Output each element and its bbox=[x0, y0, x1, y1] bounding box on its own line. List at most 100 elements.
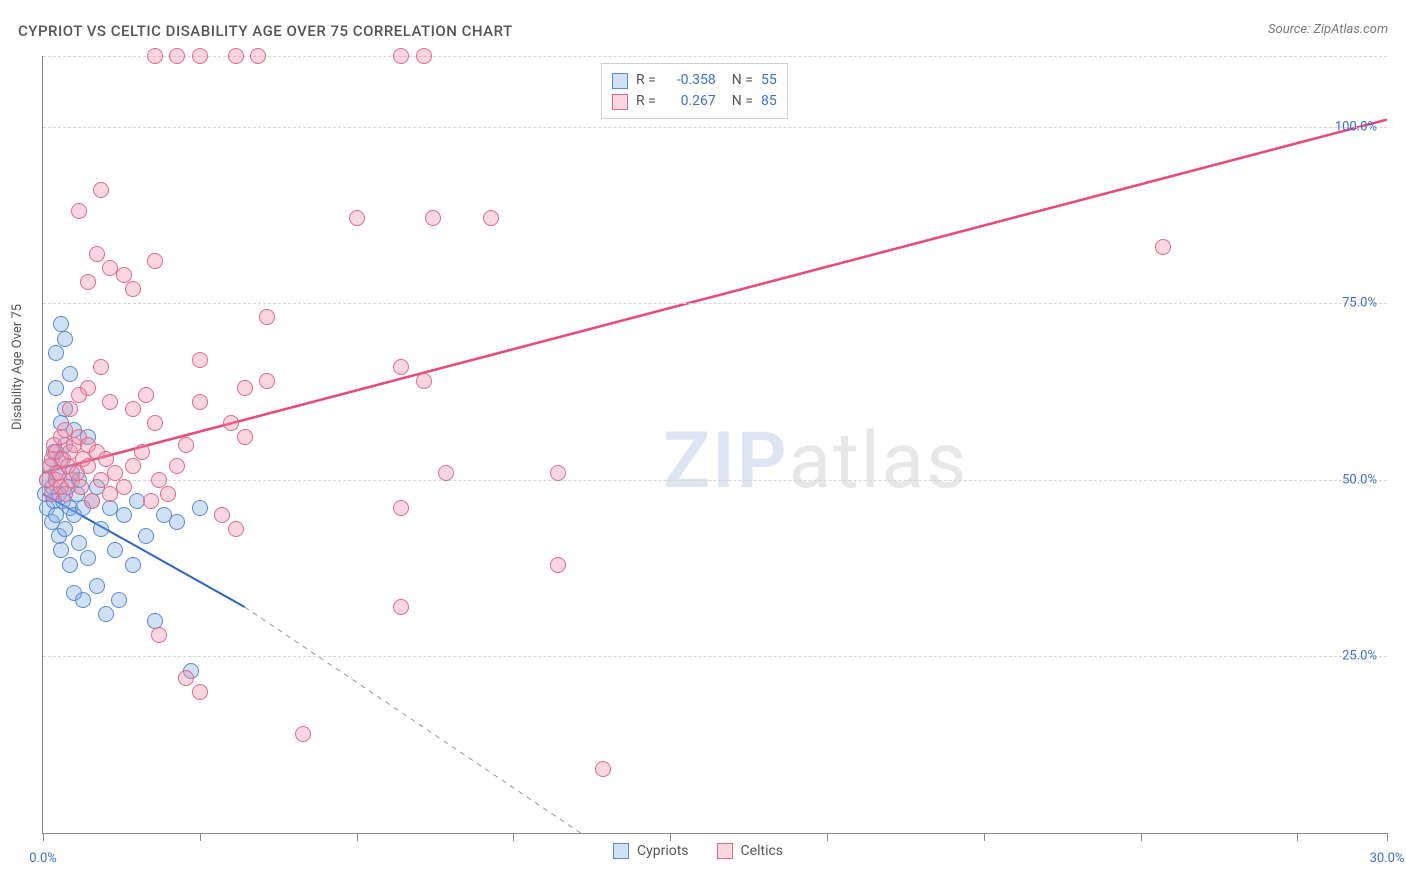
y-tick-label: 100.0% bbox=[1335, 119, 1377, 134]
celtics-point bbox=[349, 210, 365, 226]
celtics-point bbox=[237, 380, 253, 396]
celtics-point bbox=[147, 253, 163, 269]
legend-swatch bbox=[717, 843, 733, 859]
celtics-point bbox=[169, 48, 185, 64]
celtics-point bbox=[228, 48, 244, 64]
celtics-point bbox=[237, 429, 253, 445]
x-tick bbox=[984, 833, 985, 841]
source-prefix: Source: bbox=[1268, 22, 1313, 37]
x-tick bbox=[827, 833, 828, 841]
celtics-point bbox=[125, 281, 141, 297]
cypriots-point bbox=[192, 500, 208, 516]
x-tick bbox=[670, 833, 671, 841]
x-tick bbox=[43, 833, 44, 841]
celtics-point bbox=[393, 599, 409, 615]
celtics-point bbox=[550, 465, 566, 481]
celtics-point bbox=[134, 444, 150, 460]
n-label: N = bbox=[732, 70, 753, 91]
celtics-point bbox=[147, 48, 163, 64]
celtics-point bbox=[93, 182, 109, 198]
gridline bbox=[43, 127, 1387, 128]
cypriots-point bbox=[107, 542, 123, 558]
gridline bbox=[43, 480, 1387, 481]
celtics-point bbox=[250, 48, 266, 64]
n-value: 55 bbox=[761, 70, 777, 91]
y-axis-label: Disability Age Over 75 bbox=[10, 304, 25, 430]
cypriots-point bbox=[111, 592, 127, 608]
cypriots-point bbox=[57, 521, 73, 537]
x-tick-label: 30.0% bbox=[1370, 851, 1405, 866]
legend-label: Celtics bbox=[741, 843, 783, 859]
cypriots-point bbox=[98, 606, 114, 622]
legend-swatch bbox=[613, 843, 629, 859]
cypriots-point bbox=[80, 550, 96, 566]
legend-swatch bbox=[612, 94, 628, 110]
cypriots-point bbox=[125, 557, 141, 573]
r-label: R = bbox=[636, 91, 656, 112]
watermark-zip: ZIP bbox=[663, 416, 789, 507]
x-tick-label: 0.0% bbox=[29, 851, 57, 866]
chart-title: CYPRIOT VS CELTIC DISABILITY AGE OVER 75… bbox=[18, 22, 513, 40]
celtics-point bbox=[80, 458, 96, 474]
celtics-point bbox=[160, 486, 176, 502]
x-tick bbox=[1387, 833, 1388, 841]
celtics-point bbox=[1155, 239, 1171, 255]
cypriots-point bbox=[75, 592, 91, 608]
watermark: ZIPatlas bbox=[663, 416, 968, 507]
celtics-point bbox=[93, 359, 109, 375]
x-tick bbox=[1141, 833, 1142, 841]
cypriots-trend-line-extrapolated bbox=[245, 607, 581, 833]
cypriots-point bbox=[48, 380, 64, 396]
celtics-point bbox=[416, 373, 432, 389]
cypriots-point bbox=[62, 366, 78, 382]
r-value: -0.358 bbox=[664, 70, 716, 91]
celtics-point bbox=[143, 493, 159, 509]
x-tick bbox=[200, 833, 201, 841]
celtics-point bbox=[125, 458, 141, 474]
scatter-plot: ZIPatlas 25.0%50.0%75.0%100.0%0.0%30.0%R… bbox=[42, 56, 1387, 834]
cypriots-point bbox=[138, 528, 154, 544]
gridline bbox=[43, 303, 1387, 304]
celtics-point bbox=[425, 210, 441, 226]
celtics-point bbox=[178, 670, 194, 686]
celtics-point bbox=[192, 48, 208, 64]
celtics-point bbox=[438, 465, 454, 481]
y-tick-label: 25.0% bbox=[1342, 649, 1377, 664]
celtics-point bbox=[80, 274, 96, 290]
celtics-point bbox=[89, 246, 105, 262]
celtics-point bbox=[259, 309, 275, 325]
celtics-point bbox=[393, 500, 409, 516]
cypriots-point bbox=[169, 514, 185, 530]
source-label: Source: ZipAtlas.com bbox=[1268, 22, 1388, 37]
celtics-trend-line bbox=[43, 120, 1387, 473]
celtics-point bbox=[192, 352, 208, 368]
celtics-point bbox=[71, 203, 87, 219]
celtics-point bbox=[102, 394, 118, 410]
cypriots-point bbox=[93, 521, 109, 537]
celtics-point bbox=[71, 387, 87, 403]
celtics-point bbox=[416, 48, 432, 64]
source-value: ZipAtlas.com bbox=[1313, 22, 1388, 37]
stats-legend: R =-0.358N =55R =0.267N =85 bbox=[601, 63, 788, 119]
celtics-point bbox=[192, 684, 208, 700]
celtics-point bbox=[147, 415, 163, 431]
legend-item: Cypriots bbox=[613, 843, 689, 859]
gridline bbox=[43, 56, 1387, 57]
celtics-point bbox=[483, 210, 499, 226]
r-value: 0.267 bbox=[664, 91, 716, 112]
celtics-point bbox=[550, 557, 566, 573]
x-tick bbox=[1297, 833, 1298, 841]
stats-row: R =-0.358N =55 bbox=[612, 70, 777, 91]
cypriots-point bbox=[57, 331, 73, 347]
cypriots-point bbox=[89, 578, 105, 594]
y-tick-label: 75.0% bbox=[1342, 296, 1377, 311]
y-tick-label: 50.0% bbox=[1342, 472, 1377, 487]
celtics-point bbox=[228, 521, 244, 537]
celtics-point bbox=[57, 486, 73, 502]
celtics-point bbox=[259, 373, 275, 389]
legend-swatch bbox=[612, 73, 628, 89]
celtics-point bbox=[595, 761, 611, 777]
cypriots-point bbox=[48, 345, 64, 361]
legend-item: Celtics bbox=[717, 843, 783, 859]
celtics-point bbox=[393, 48, 409, 64]
